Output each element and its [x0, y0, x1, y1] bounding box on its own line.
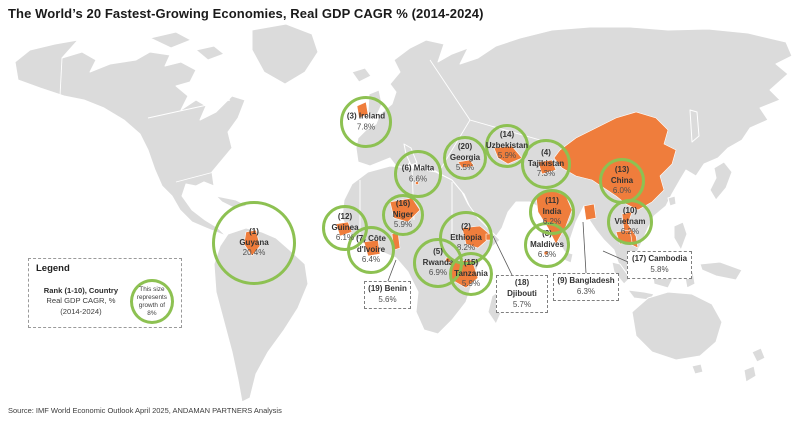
legend-line-rank: Rank (1-10), Country [43, 285, 119, 295]
bubble-label-malta: (6) Malta 6.6% [401, 163, 435, 183]
bubble-ring-guyana [212, 201, 296, 285]
continent-north-america [14, 39, 246, 237]
bubble-ring-uzbekistan [485, 124, 529, 168]
label-box-benin: (19) Benin 5.6% [364, 281, 411, 309]
bubble-label-uzbekistan: (14) Uzbekistan 5.9% [485, 130, 529, 161]
island-sumatra [611, 261, 631, 285]
legend-size-circle: This size represents growth of 8% [129, 279, 174, 324]
bubble-label-tajikistan: (4) Tajikistan 7.3% [527, 148, 565, 179]
legend-size-note: This size represents growth of 8% [136, 285, 168, 317]
bubble-label-vietnam: (10) Vietnam 6.2% [614, 206, 646, 237]
label-box-djibouti: (18) Djibouti 5.7% [496, 275, 548, 314]
bubble-ring-china [599, 158, 645, 204]
island-new-guinea [699, 261, 743, 281]
bubble-ring-india [529, 189, 575, 235]
island-philippines [673, 221, 688, 251]
leader-line-bangladesh [582, 221, 587, 274]
bubble-label-guyana: (1) Guyana 20.4% [239, 227, 269, 258]
legend-box: Legend Rank (1-10), Country Real GDP CAG… [28, 258, 182, 328]
bubble-layer: (1) Guyana 20.4% (2) Ethiopia 8.2% (3) Ireland… [0, 18, 800, 403]
island-taiwan [667, 195, 677, 207]
label-box-bangladesh: (9) Bangladesh 6.3% [553, 273, 619, 301]
bubble-ring-ireland [340, 96, 392, 148]
bubble-label-c-te-d-ivoire: (7) Côte d'Ivoire 6.4% [356, 234, 386, 265]
island-greenland [251, 23, 319, 85]
island-new-zealand-north [751, 347, 766, 363]
bubble-label-rwanda: (5) Rwanda 6.9% [422, 247, 454, 278]
bubble-ring-georgia [443, 136, 487, 180]
bubble-ring-malta [394, 150, 442, 198]
island-new-zealand-south [743, 365, 757, 383]
legend-line-period: (2014-2024) [60, 306, 102, 316]
legend-line-metric: Real GDP CAGR, % [46, 296, 116, 306]
bubble-label-niger: (16) Niger 5.9% [392, 199, 414, 230]
island-iceland [351, 67, 372, 83]
island-sakhalin [689, 109, 700, 143]
bubble-ring-niger [382, 194, 424, 236]
bubble-label-india: (11) India 6.2% [542, 196, 562, 227]
page-title: The World’s 20 Fastest-Growing Economies… [8, 6, 484, 21]
bubble-ring-tajikistan [521, 139, 571, 189]
source-note: Source: IMF World Economic Outlook April… [8, 406, 282, 415]
continent-australia [631, 291, 723, 361]
island-arctic-2 [195, 45, 225, 61]
bubble-label-guinea: (12) Guinea 6.1% [331, 212, 359, 243]
bubble-ring-guinea [322, 205, 368, 251]
label-box-cambodia: (17) Cambodia 5.8% [627, 251, 692, 279]
bubble-ring-tanzania [449, 252, 493, 296]
legend-description: Rank (1-10), Country Real GDP CAGR, % (2… [36, 286, 126, 318]
bubble-label-ethiopia: (2) Ethiopia 8.2% [450, 222, 482, 253]
country-bangladesh-highlight [583, 203, 597, 221]
leader-line-djibouti [492, 235, 513, 276]
leader-line-benin [387, 259, 397, 282]
legend-heading: Legend [36, 263, 70, 274]
bubble-label-tanzania: (15) Tanzania 5.9% [454, 258, 488, 289]
island-japan [709, 161, 733, 201]
island-tasmania [691, 363, 704, 375]
bubble-label-georgia: (20) Georgia 5.5% [449, 142, 481, 173]
bubble-label-china: (13) China 6.0% [610, 165, 634, 196]
island-arctic-1 [149, 31, 192, 49]
bubble-label-ireland: (3) Ireland 7.8% [346, 111, 386, 131]
leader-line-cambodia [602, 250, 629, 263]
